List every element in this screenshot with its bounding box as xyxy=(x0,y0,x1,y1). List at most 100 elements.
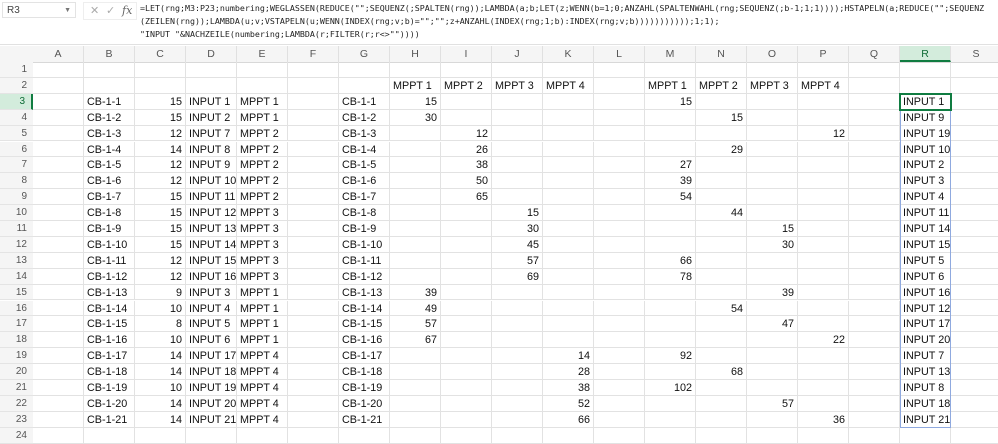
cell-D11[interactable]: INPUT 13 xyxy=(186,221,237,237)
cell-M6[interactable] xyxy=(645,141,696,158)
cell-K24[interactable] xyxy=(543,427,594,444)
cell-S16[interactable] xyxy=(951,301,998,317)
cell-Q7[interactable] xyxy=(849,157,900,174)
row-header-4[interactable]: 4 xyxy=(0,109,33,126)
cell-E10[interactable]: MPPT 3 xyxy=(237,205,288,221)
cell-P6[interactable] xyxy=(798,141,849,158)
cell-Q20[interactable] xyxy=(849,364,900,380)
cell-H18[interactable]: 67 xyxy=(390,332,441,349)
cell-N9[interactable] xyxy=(696,189,747,206)
cell-N22[interactable] xyxy=(696,395,747,412)
cell-L16[interactable] xyxy=(594,300,645,317)
cell-F3[interactable] xyxy=(288,93,339,110)
cell-F8[interactable] xyxy=(288,173,339,190)
cell-J3[interactable] xyxy=(492,93,543,110)
row-header-9[interactable]: 9 xyxy=(0,189,33,206)
cell-G23[interactable]: CB-1-21 xyxy=(339,411,390,428)
row-header-11[interactable]: 11 xyxy=(0,221,33,237)
cell-A11[interactable] xyxy=(33,221,84,237)
cell-D3[interactable]: INPUT 1 xyxy=(186,93,237,110)
cell-C20[interactable]: 14 xyxy=(135,364,186,380)
cell-L15[interactable] xyxy=(594,284,645,301)
cell-I16[interactable] xyxy=(441,300,492,317)
cell-K9[interactable] xyxy=(543,189,594,206)
cell-D4[interactable]: INPUT 2 xyxy=(186,109,237,126)
row-header-7[interactable]: 7 xyxy=(0,157,33,174)
cell-J12[interactable]: 45 xyxy=(492,236,543,253)
cell-S13[interactable] xyxy=(951,253,998,269)
column-header-D[interactable]: D xyxy=(186,46,237,62)
cell-M21[interactable]: 102 xyxy=(645,380,696,396)
cell-D17[interactable]: INPUT 5 xyxy=(186,316,237,333)
cell-Q10[interactable] xyxy=(849,205,900,221)
cell-F16[interactable] xyxy=(288,300,339,317)
cell-R17[interactable]: INPUT 17 xyxy=(900,316,951,333)
cell-H1[interactable] xyxy=(390,62,441,78)
cell-O3[interactable] xyxy=(747,93,798,110)
cell-I3[interactable] xyxy=(441,93,492,110)
cell-J22[interactable] xyxy=(492,395,543,412)
column-header-J[interactable]: J xyxy=(492,46,543,62)
cell-Q5[interactable] xyxy=(849,125,900,142)
cell-C6[interactable]: 14 xyxy=(135,141,186,158)
cell-F13[interactable] xyxy=(288,252,339,269)
cell-G21[interactable]: CB-1-19 xyxy=(339,380,390,396)
cell-D6[interactable]: INPUT 8 xyxy=(186,141,237,158)
cell-O21[interactable] xyxy=(747,380,798,396)
cell-D19[interactable]: INPUT 17 xyxy=(186,348,237,365)
cell-F6[interactable] xyxy=(288,141,339,158)
cell-S17[interactable] xyxy=(951,316,998,333)
cell-H2[interactable]: MPPT 1 xyxy=(390,77,441,94)
cell-A21[interactable] xyxy=(33,380,84,396)
cell-P21[interactable] xyxy=(798,380,849,396)
cell-O23[interactable] xyxy=(747,411,798,428)
cell-P19[interactable] xyxy=(798,348,849,365)
cell-K15[interactable] xyxy=(543,284,594,301)
column-header-C[interactable]: C xyxy=(135,46,186,62)
cell-K14[interactable] xyxy=(543,268,594,285)
row-header-23[interactable]: 23 xyxy=(0,411,33,428)
cell-L6[interactable] xyxy=(594,141,645,158)
cell-B11[interactable]: CB-1-9 xyxy=(84,221,135,237)
cell-M13[interactable]: 66 xyxy=(645,252,696,269)
cell-D22[interactable]: INPUT 20 xyxy=(186,395,237,412)
cell-M7[interactable]: 27 xyxy=(645,157,696,174)
cell-P10[interactable] xyxy=(798,205,849,221)
cell-L17[interactable] xyxy=(594,316,645,333)
cell-J14[interactable]: 69 xyxy=(492,268,543,285)
cell-B24[interactable] xyxy=(84,427,135,444)
cell-J7[interactable] xyxy=(492,157,543,174)
row-header-20[interactable]: 20 xyxy=(0,364,33,380)
cell-O10[interactable] xyxy=(747,205,798,221)
cell-L11[interactable] xyxy=(594,221,645,237)
cell-C10[interactable]: 15 xyxy=(135,205,186,221)
cell-G8[interactable]: CB-1-6 xyxy=(339,173,390,190)
cell-R15[interactable]: INPUT 16 xyxy=(900,284,951,301)
cell-G1[interactable] xyxy=(339,62,390,78)
cell-C16[interactable]: 10 xyxy=(135,300,186,317)
cell-M9[interactable]: 54 xyxy=(645,189,696,206)
cell-P17[interactable] xyxy=(798,316,849,333)
cell-L20[interactable] xyxy=(594,364,645,380)
cell-H5[interactable] xyxy=(390,125,441,142)
cell-R1[interactable] xyxy=(900,62,951,78)
cell-G18[interactable]: CB-1-16 xyxy=(339,332,390,349)
cell-P16[interactable] xyxy=(798,300,849,317)
cell-P12[interactable] xyxy=(798,236,849,253)
cell-E8[interactable]: MPPT 2 xyxy=(237,173,288,190)
cell-N18[interactable] xyxy=(696,332,747,349)
row-header-13[interactable]: 13 xyxy=(0,252,33,269)
cell-F15[interactable] xyxy=(288,284,339,301)
cell-F24[interactable] xyxy=(288,427,339,444)
cell-F9[interactable] xyxy=(288,189,339,206)
cell-B1[interactable] xyxy=(84,62,135,78)
cell-Q9[interactable] xyxy=(849,189,900,206)
cell-N24[interactable] xyxy=(696,427,747,444)
cell-L8[interactable] xyxy=(594,173,645,190)
cell-A14[interactable] xyxy=(33,268,84,285)
cell-J1[interactable] xyxy=(492,62,543,78)
cell-C1[interactable] xyxy=(135,62,186,78)
cell-C14[interactable]: 12 xyxy=(135,268,186,285)
cell-O19[interactable] xyxy=(747,348,798,365)
cell-P4[interactable] xyxy=(798,109,849,126)
